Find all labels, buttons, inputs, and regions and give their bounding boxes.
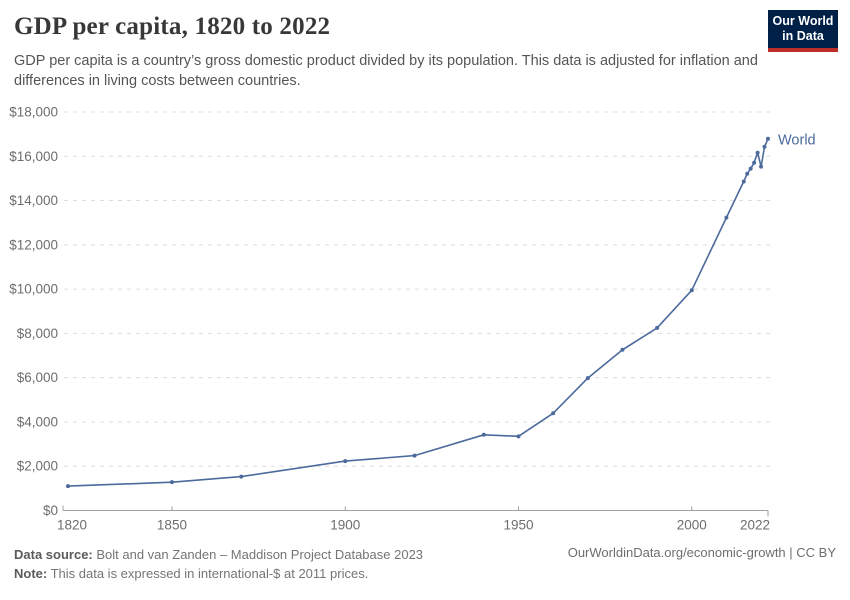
data-source-label: Data source:	[14, 547, 93, 562]
data-point	[745, 171, 750, 176]
y-axis-tick-label: $0	[43, 503, 58, 518]
y-axis-tick-label: $10,000	[9, 282, 58, 297]
x-axis-tick-label: 1820	[57, 518, 87, 533]
chart-footer: Data source: Bolt and van Zanden – Maddi…	[14, 545, 423, 583]
data-point	[516, 434, 521, 439]
data-point	[689, 288, 694, 293]
series-label-world[interactable]: World	[778, 132, 816, 148]
data-point	[752, 160, 757, 165]
chart-title: GDP per capita, 1820 to 2022	[14, 13, 331, 40]
data-point	[343, 459, 348, 464]
y-axis-tick-label: $18,000	[9, 105, 58, 120]
y-axis-tick-label: $16,000	[9, 149, 58, 164]
data-point	[551, 411, 556, 416]
chart-subtitle: GDP per capita is a country’s gross dome…	[14, 53, 758, 89]
note-text: This data is expressed in international-…	[47, 566, 369, 581]
owid-logo[interactable]: Our World in Data	[768, 10, 838, 52]
y-axis-tick-label: $14,000	[9, 193, 58, 208]
data-point	[585, 376, 590, 381]
x-axis-tick-label: 1950	[503, 518, 533, 533]
data-point	[412, 453, 417, 458]
world-series-line[interactable]	[67, 138, 769, 487]
x-axis-tick-label: 2022	[740, 518, 770, 533]
y-axis-tick-label: $2,000	[17, 459, 58, 474]
x-axis-tick-label: 1850	[157, 518, 187, 533]
x-axis-tick-label: 2000	[677, 518, 707, 533]
data-point	[481, 432, 486, 437]
data-point	[755, 150, 760, 155]
y-axis-tick-label: $12,000	[9, 237, 58, 252]
data-point	[766, 136, 770, 141]
owid-logo-line2: in Data	[782, 29, 824, 43]
x-axis-tick-label: 1900	[330, 518, 360, 533]
data-point	[66, 484, 70, 489]
data-point	[748, 166, 753, 171]
data-point	[762, 144, 767, 149]
y-axis-tick-label: $8,000	[17, 326, 58, 341]
data-source-text: Bolt and van Zanden – Maddison Project D…	[92, 547, 424, 562]
data-source-line: Data source: Bolt and van Zanden – Maddi…	[14, 545, 423, 564]
data-point	[169, 480, 174, 485]
owid-logo-line1: Our World	[772, 14, 834, 28]
y-axis-tick-label: $4,000	[17, 414, 58, 429]
data-point	[655, 325, 660, 330]
data-point	[620, 347, 625, 352]
owid-link[interactable]: OurWorldinData.org/economic-growth | CC …	[567, 545, 836, 560]
note-line: Note: This data is expressed in internat…	[14, 564, 423, 583]
data-point	[724, 215, 729, 220]
data-point	[741, 179, 746, 184]
y-axis-tick-label: $6,000	[17, 370, 58, 385]
data-point	[759, 164, 764, 169]
note-label: Note:	[14, 566, 48, 581]
data-point	[239, 474, 244, 479]
